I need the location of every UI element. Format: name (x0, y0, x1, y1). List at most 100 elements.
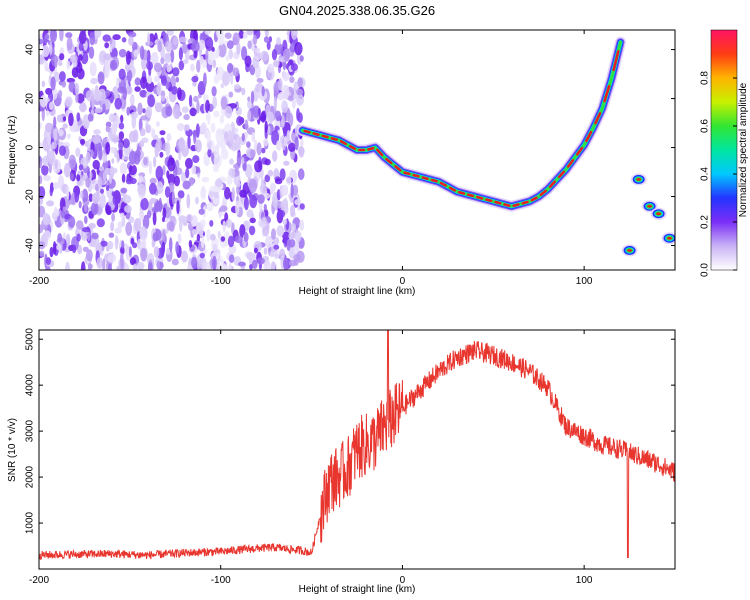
noise-blob (265, 235, 273, 248)
noise-blob (246, 251, 255, 261)
noise-blob (269, 250, 275, 258)
noise-blob (147, 262, 153, 270)
noise-blob (276, 37, 281, 46)
noise-blob (120, 187, 128, 194)
noise-blob (76, 220, 84, 230)
noise-blob (105, 184, 110, 191)
noise-blob (156, 138, 162, 152)
snr-x-ticks: -200 -100 0 100 (29, 330, 593, 586)
noise-blob (295, 240, 299, 251)
noise-blob (294, 42, 303, 56)
noise-blob (248, 225, 256, 236)
noise-blob (224, 186, 231, 200)
noise-blob (175, 241, 180, 255)
noise-blob (244, 55, 252, 68)
noise-blob (243, 232, 249, 243)
noise-blob (124, 205, 132, 213)
noise-blob (118, 68, 126, 80)
noise-blob (262, 224, 270, 237)
noise-blob (53, 116, 57, 129)
signal-peak-segment (594, 112, 602, 125)
noise-blob (290, 30, 298, 40)
noise-blob (228, 254, 235, 263)
noise-blob (256, 78, 264, 83)
noise-blob (132, 263, 138, 270)
noise-blob (103, 53, 112, 61)
noise-blob (111, 158, 115, 164)
noise-blob (152, 232, 159, 242)
noise-blob (218, 211, 222, 219)
noise-blob (186, 214, 193, 223)
noise-blob (202, 93, 207, 100)
noise-blob (94, 30, 102, 38)
noise-blob (283, 160, 290, 166)
noise-blob (66, 133, 71, 139)
signal-peak-segment (457, 190, 466, 195)
noise-blob (83, 201, 88, 213)
noise-blob (191, 256, 198, 269)
noise-blob (277, 209, 286, 218)
noise-blob (283, 257, 289, 270)
signal-peak-segment (421, 176, 429, 181)
noise-blob (100, 240, 108, 247)
signal-peak-segment (330, 137, 338, 141)
noise-blob (209, 220, 214, 227)
noise-blob (272, 150, 278, 162)
snr-panel: -200 -100 0 100 1000 2000 3000 4000 5000 Height… (7, 328, 676, 595)
noise-blob (110, 221, 115, 232)
noise-blob (289, 76, 295, 83)
noise-blob (49, 41, 53, 56)
noise-blob (194, 139, 202, 153)
noise-blob (299, 219, 305, 231)
noise-blob (203, 261, 207, 270)
spectrogram-y-ticks: -40 -20 0 20 40 (25, 44, 675, 253)
signal-fragment (656, 212, 661, 215)
noise-blob (77, 54, 83, 61)
noise-blob (143, 156, 148, 166)
noise-blob (241, 46, 248, 61)
noise-blob (107, 240, 114, 250)
signal-peak-segment (321, 134, 329, 139)
noise-blob (178, 47, 183, 61)
signal-track (297, 36, 675, 257)
noise-blob (51, 141, 57, 150)
spectrogram-x-ticks: -200 -100 0 100 (29, 30, 593, 287)
noise-blob (293, 253, 301, 262)
noise-blob (261, 86, 265, 97)
noise-blob (87, 262, 92, 270)
noise-blob (75, 147, 81, 157)
noise-blob (79, 138, 86, 145)
noise-blob (76, 174, 81, 182)
noise-blob (75, 92, 79, 104)
noise-blob (187, 134, 191, 150)
x-tick-label: -100 (211, 276, 231, 287)
noise-blob (129, 95, 135, 105)
noise-blob (53, 206, 58, 222)
noise-blob (121, 240, 125, 249)
noise-blob (228, 130, 232, 138)
spectrogram-frame (38, 29, 676, 271)
noise-blob (181, 106, 189, 113)
noise-blob (65, 96, 73, 107)
noise-blob (165, 81, 170, 90)
noise-blob (111, 212, 115, 222)
noise-blob (121, 215, 126, 227)
noise-blob (204, 30, 211, 35)
noise-blob (193, 95, 199, 103)
noise-blob (232, 32, 240, 45)
signal-peak-segment (612, 50, 620, 72)
noise-blob (283, 205, 289, 215)
signal-peak-segment (448, 186, 457, 192)
noise-blob (156, 82, 162, 96)
noise-blob (196, 258, 201, 270)
noise-blob (150, 51, 159, 65)
noise-blob (65, 32, 73, 39)
noise-blob (147, 75, 153, 84)
noise-blob (44, 60, 48, 71)
noise-blob (230, 71, 234, 85)
noise-blob (233, 133, 238, 140)
signal-peak-segment (512, 203, 520, 207)
noise-blob (90, 149, 94, 158)
noise-blob (207, 110, 211, 125)
noise-blob (125, 50, 131, 65)
